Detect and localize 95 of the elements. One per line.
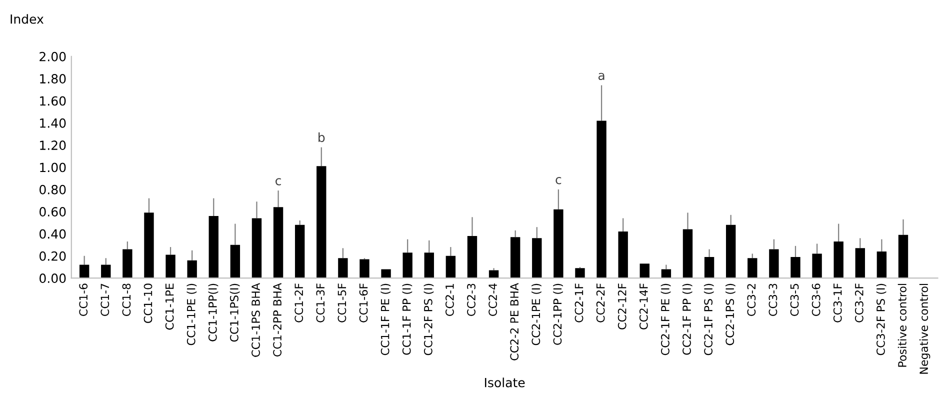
bar [532, 238, 542, 278]
x-tick-label: CC2-1PE (I) [532, 284, 542, 346]
x-tick-label: CC2-1F [574, 284, 584, 322]
bar [618, 232, 628, 278]
x-axis-title: Isolate [485, 378, 525, 388]
x-tick-label: CC1-3F [316, 284, 325, 322]
x-tick-label: CC1-1F PP (I) [402, 284, 412, 355]
bar [79, 264, 90, 278]
y-tick-label: 2.00 [40, 52, 66, 62]
x-tick-label: CC2-2F [596, 284, 605, 322]
bar [876, 251, 887, 278]
annotation: a [598, 72, 604, 80]
bar [402, 252, 412, 278]
bar [446, 256, 456, 278]
bar [748, 258, 758, 278]
y-tick-label: 0.80 [40, 184, 66, 194]
x-tick-label: CC3-2 [747, 284, 756, 316]
y-tick-label: 1.20 [40, 140, 66, 150]
x-tick-label: CC1-7 [100, 284, 110, 316]
bar [790, 257, 800, 278]
x-tick-label: CC2-2 PE BHA [510, 283, 519, 360]
y-tick-label: 0.40 [40, 229, 66, 239]
x-tick-label: CC2-4 [488, 284, 498, 316]
bar [661, 269, 672, 278]
bar [101, 264, 111, 278]
bar [769, 249, 779, 278]
x-tick-label: CC1-1PE (I) [186, 284, 197, 346]
x-tick-label: CC1-2F [294, 284, 304, 322]
x-tick-label: CC1-6F [359, 284, 368, 322]
bar [273, 207, 284, 278]
bar [230, 244, 240, 278]
bar [144, 212, 154, 278]
x-tick-label: CC1-1PP(I) [208, 284, 218, 342]
bar [855, 248, 865, 278]
annotation: c [556, 177, 562, 184]
x-tick-label: CC1-1F PE (I) [380, 284, 391, 356]
bar [898, 234, 908, 278]
bar [554, 209, 564, 278]
bar [510, 237, 520, 278]
y-tick-label: 1.60 [40, 96, 66, 106]
x-tick-label: CC3-6 [812, 284, 820, 316]
x-tick-label: CC2-1PS (I) [725, 284, 736, 346]
bar [360, 259, 370, 278]
bar [381, 269, 391, 278]
bar [252, 218, 262, 278]
x-tick-label: CC3-3 [768, 284, 778, 316]
x-tick-label: CC1-1PE [165, 284, 174, 330]
x-tick-label: Positive control [898, 284, 906, 367]
bar [682, 229, 693, 278]
bar [187, 260, 197, 278]
x-tick-label: CC3-2F PS (I) [876, 284, 886, 356]
y-tick-label: 1.00 [40, 162, 66, 172]
x-tick-label: Negative control [919, 284, 930, 374]
annotation: c [276, 178, 281, 186]
x-tick-label: CC1-2PP BHA [273, 283, 282, 356]
x-tick-label: CC3-5 [790, 284, 799, 316]
bar [704, 257, 714, 278]
x-tick-label: CC2-1F PE (I) [660, 284, 671, 356]
bar [726, 224, 736, 278]
x-tick-label: CC1-1PS(I) [230, 284, 240, 342]
x-tick-label: CC2-1F PS (I) [704, 284, 714, 356]
bar [294, 224, 305, 278]
bar [208, 216, 218, 278]
x-tick-label: CC1-6 [79, 284, 88, 316]
x-tick-label: CC2-12F [618, 284, 626, 330]
x-tick-label: CC2-1PP (I) [553, 284, 563, 345]
y-axis-title: Index [10, 14, 44, 24]
bar [596, 120, 606, 278]
bar [166, 254, 176, 278]
bar [122, 249, 132, 278]
y-tick-label: 0.00 [40, 274, 66, 283]
bar [575, 268, 585, 278]
x-tick-label: CC1-2F PS (I) [424, 284, 434, 356]
bar [338, 258, 348, 278]
x-tick-label: CC1-10 [144, 284, 152, 324]
bar [834, 242, 844, 278]
x-tick-label: CC2-3 [467, 284, 476, 316]
x-tick-label: CC1-8 [122, 284, 131, 316]
bar [316, 166, 326, 278]
bar [812, 254, 822, 278]
x-tick-label: CC1-1PS BHA [252, 283, 260, 357]
bar [640, 264, 650, 278]
x-tick-label: CC3-2F [854, 284, 864, 322]
x-tick-label: CC2-1F PP (I) [682, 284, 692, 355]
annotation: b [318, 132, 325, 142]
x-tick-label: CC2-14F [639, 284, 648, 330]
bar [467, 236, 478, 278]
x-tick-label: CC3-1F [833, 284, 842, 322]
y-tick-label: 1.80 [40, 74, 66, 84]
y-tick-label: 1.40 [40, 118, 66, 128]
x-tick-label: CC2-1 [446, 284, 454, 316]
bar [424, 252, 434, 278]
x-tick-label: CC1-5F [338, 284, 346, 322]
y-tick-label: 0.20 [40, 251, 66, 261]
y-tick-label: 0.60 [40, 207, 66, 216]
